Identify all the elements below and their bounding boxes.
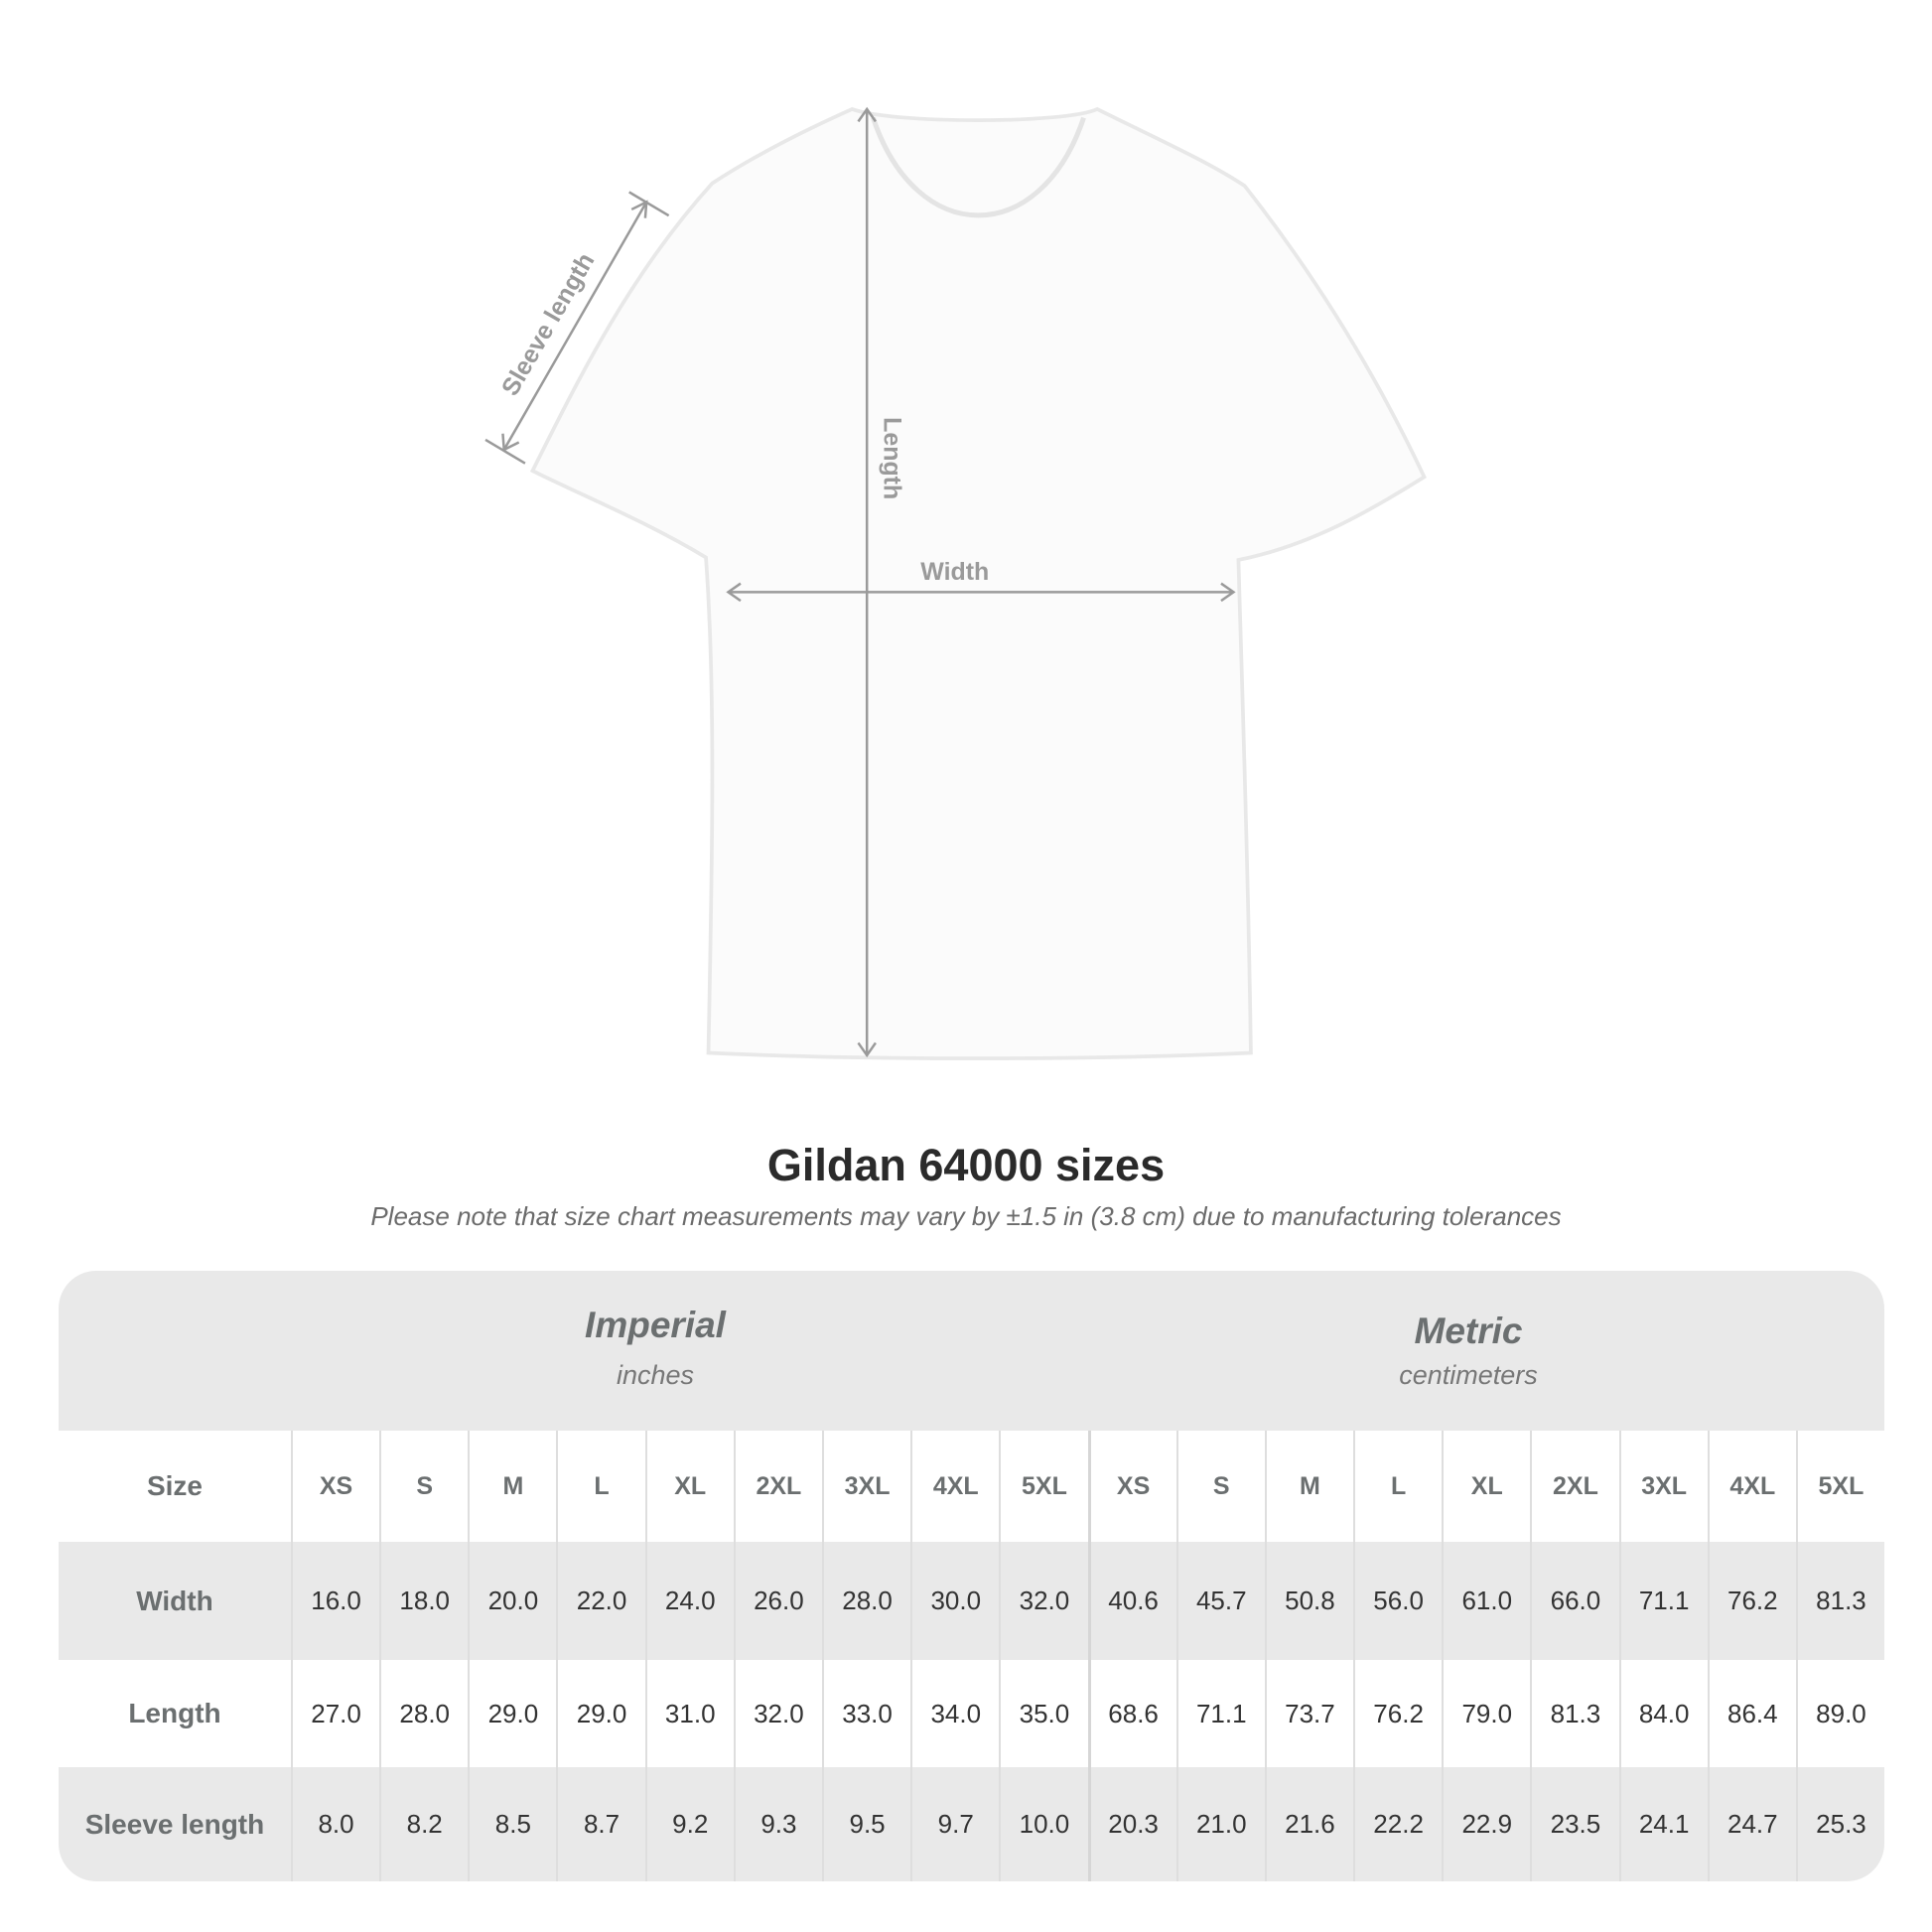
- value-cell: 73.7: [1264, 1660, 1353, 1767]
- value-cell: 9.5: [821, 1767, 910, 1881]
- value-cell: 89.0: [1795, 1660, 1884, 1767]
- value-cell: 35.0: [999, 1660, 1087, 1767]
- value-cell: 30.0: [910, 1542, 999, 1660]
- row-label: Sleeve length: [84, 1808, 265, 1840]
- size-header-cell: L: [556, 1431, 644, 1542]
- value-cell: 28.0: [379, 1660, 468, 1767]
- length-label: Length: [879, 417, 906, 499]
- tolerance-note: Please note that size chart measurements…: [370, 1201, 1562, 1231]
- unit-header-band: [59, 1271, 1884, 1431]
- value-cell: 50.8: [1264, 1542, 1353, 1660]
- size-header-cell: XL: [1442, 1431, 1530, 1542]
- value-cell: 23.5: [1530, 1767, 1618, 1881]
- metric-header: Metric centimeters: [1171, 1311, 1766, 1391]
- value-cell: 34.0: [910, 1660, 999, 1767]
- imperial-title: Imperial: [585, 1305, 726, 1345]
- value-cell: 40.6: [1087, 1542, 1176, 1660]
- value-cell: 8.5: [468, 1767, 556, 1881]
- value-cell: 9.2: [644, 1767, 734, 1881]
- size-header-cell: 5XL: [999, 1431, 1087, 1542]
- value-cell: 8.0: [290, 1767, 379, 1881]
- value-cell: 31.0: [644, 1660, 734, 1767]
- value-cell: 22.0: [556, 1542, 644, 1660]
- value-cell: 29.0: [468, 1660, 556, 1767]
- size-table: Imperial inches Metric centimeters Size X…: [59, 1271, 1884, 1881]
- value-cell: 45.7: [1175, 1542, 1265, 1660]
- table-row: Sleeve length 8.0 8.2 8.5 8.7 9.2 9.3 9.5 9.7 10.…: [59, 1767, 1884, 1881]
- value-cell: 81.3: [1795, 1542, 1884, 1660]
- value-cell: 20.3: [1087, 1767, 1176, 1881]
- size-header-cell: L: [1353, 1431, 1442, 1542]
- metric-unit: centimeters: [1399, 1360, 1538, 1390]
- value-cell: 24.0: [644, 1542, 734, 1660]
- tshirt-measurement-diagram: Sleeve length Length Width: [484, 106, 1427, 1060]
- page-title: Gildan 64000 sizes: [766, 1140, 1166, 1190]
- value-cell: 33.0: [821, 1660, 910, 1767]
- value-cell: 68.6: [1087, 1660, 1176, 1767]
- value-cell: 8.2: [379, 1767, 468, 1881]
- value-cell: 24.1: [1618, 1767, 1708, 1881]
- table-row: Width 16.0 18.0 20.0 22.0 24.0 26.0 28.0 30.0 32.…: [59, 1542, 1884, 1660]
- size-header-cell: XL: [644, 1431, 734, 1542]
- size-header-cell: XS: [290, 1431, 379, 1542]
- size-header-cell: 4XL: [910, 1431, 999, 1542]
- value-cell: 9.7: [910, 1767, 999, 1881]
- row-label: Width: [136, 1585, 213, 1616]
- value-cell: 76.2: [1353, 1660, 1442, 1767]
- imperial-header: Imperial inches: [357, 1305, 953, 1391]
- size-header-cell: S: [379, 1431, 468, 1542]
- value-cell: 29.0: [556, 1660, 644, 1767]
- imperial-unit: inches: [616, 1360, 695, 1390]
- size-header-cell: XS: [1087, 1431, 1176, 1542]
- width-label: Width: [920, 558, 989, 586]
- value-cell: 25.3: [1795, 1767, 1884, 1881]
- value-cell: 16.0: [290, 1542, 379, 1660]
- tshirt-shape: [529, 106, 1427, 1060]
- size-header-cell: 2XL: [733, 1431, 822, 1542]
- table-row: Length 27.0 28.0 29.0 29.0 31.0 32.0 33.0 34.0 35…: [59, 1660, 1884, 1767]
- value-cell: 66.0: [1530, 1542, 1618, 1660]
- value-cell: 76.2: [1707, 1542, 1796, 1660]
- size-header-cell: 3XL: [1618, 1431, 1708, 1542]
- value-cell: 8.7: [556, 1767, 644, 1881]
- value-cell: 9.3: [733, 1767, 822, 1881]
- value-cell: 10.0: [999, 1767, 1087, 1881]
- row-label: Size: [146, 1470, 203, 1501]
- row-label: Length: [128, 1698, 221, 1728]
- size-header-cell: 5XL: [1795, 1431, 1884, 1542]
- size-header-cell: 2XL: [1530, 1431, 1618, 1542]
- value-cell: 32.0: [733, 1660, 822, 1767]
- size-header-cell: M: [468, 1431, 556, 1542]
- value-cell: 21.0: [1175, 1767, 1265, 1881]
- metric-title: Metric: [1414, 1311, 1523, 1351]
- sleeve-arrow: [502, 201, 648, 451]
- value-cell: 84.0: [1618, 1660, 1708, 1767]
- value-cell: 22.2: [1353, 1767, 1442, 1881]
- value-cell: 79.0: [1442, 1660, 1530, 1767]
- value-cell: 26.0: [733, 1542, 822, 1660]
- value-cell: 22.9: [1442, 1767, 1530, 1881]
- value-cell: 24.7: [1707, 1767, 1796, 1881]
- size-header-cell: S: [1175, 1431, 1265, 1542]
- size-header-cell: 4XL: [1707, 1431, 1796, 1542]
- value-cell: 86.4: [1707, 1660, 1796, 1767]
- value-cell: 56.0: [1353, 1542, 1442, 1660]
- value-cell: 27.0: [290, 1660, 379, 1767]
- size-header-cell: 3XL: [821, 1431, 910, 1542]
- value-cell: 71.1: [1618, 1542, 1708, 1660]
- value-cell: 61.0: [1442, 1542, 1530, 1660]
- size-header-cell: M: [1264, 1431, 1353, 1542]
- value-cell: 21.6: [1264, 1767, 1353, 1881]
- value-cell: 71.1: [1175, 1660, 1265, 1767]
- value-cell: 28.0: [821, 1542, 910, 1660]
- size-header-row: Size XS S M L XL 2XL 3XL 4XL 5XL XS S M L XL 2XL 3XL 4XL 5…: [59, 1431, 1884, 1542]
- value-cell: 81.3: [1530, 1660, 1618, 1767]
- collar: [871, 116, 1086, 218]
- value-cell: 20.0: [468, 1542, 556, 1660]
- value-cell: 32.0: [999, 1542, 1087, 1660]
- value-cell: 18.0: [379, 1542, 468, 1660]
